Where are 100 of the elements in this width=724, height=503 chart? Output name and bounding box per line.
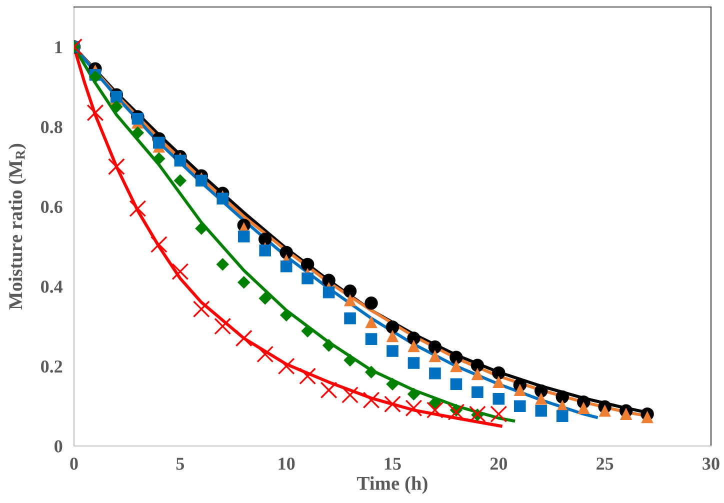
point [450,360,462,372]
x-tick-label: 10 [278,458,295,470]
point [492,393,505,405]
point [150,236,168,253]
y-tick-label: 0.4 [41,280,63,293]
point [235,330,252,347]
point [450,350,463,364]
x-tick-label: 25 [596,458,614,470]
point [386,378,399,390]
x-tick-label: 5 [176,458,184,470]
point [492,366,506,380]
point [408,357,420,369]
point [86,104,104,122]
point [407,388,420,400]
point [384,396,401,413]
point [195,222,208,235]
point [578,402,590,414]
point [448,404,465,421]
point [343,284,357,298]
point [490,406,508,423]
point [386,330,398,342]
point [364,296,378,310]
point [344,294,356,306]
point [534,384,548,398]
y-tick-label: 0.2 [41,360,62,373]
point [299,368,316,385]
point [429,367,441,380]
point [468,406,486,423]
x-tick-label: 30 [702,458,720,470]
point [514,400,526,412]
x-tick-label: 20 [490,458,508,470]
point [386,320,400,334]
point [192,300,210,318]
point [429,350,441,362]
y-axis-title: Moisture ratio (M$_{R}$) [8,144,26,310]
point [216,258,229,271]
point [405,400,422,417]
point [598,404,611,417]
point [172,263,189,280]
point [88,70,102,84]
y-tick-label: 0 [54,440,62,452]
point [214,318,232,335]
point [216,192,229,204]
point [174,174,186,187]
point [472,368,484,380]
point [556,410,568,422]
point [322,286,335,298]
point [641,411,654,424]
y-tick-label: 0.8 [41,120,62,134]
point [535,404,548,417]
point [131,126,144,139]
point [408,340,420,352]
point [195,174,208,187]
point [238,276,250,289]
point [344,312,356,324]
point [472,386,484,398]
x-tick-label: 15 [384,458,401,470]
point [259,244,272,256]
point [365,366,378,378]
point [344,354,356,366]
point [362,392,380,409]
point [407,332,420,345]
point [301,324,314,338]
point [426,402,444,419]
point [428,396,442,410]
point [492,376,505,388]
point [620,408,632,420]
point [174,154,186,167]
point [278,358,295,375]
y-tick-label: 1 [55,41,62,54]
point [322,274,336,287]
point [322,339,336,352]
y-tick-label: 0.6 [41,200,62,214]
point [320,382,338,399]
point [258,292,272,305]
point [514,384,526,396]
point [256,346,274,363]
point [280,260,292,272]
point [153,136,165,149]
point [302,272,314,284]
point [108,158,125,176]
point [132,112,144,125]
point [470,358,484,372]
point [110,100,123,114]
point [365,333,378,345]
point [428,340,442,354]
x-axis-title: Time (h) [357,476,428,494]
point [556,390,569,404]
point [535,393,548,405]
point [450,378,462,390]
point [280,246,293,260]
x-tick-label: 0 [70,458,78,470]
point [342,386,359,404]
point [365,316,378,328]
point [386,345,398,357]
point [152,152,166,165]
point [129,200,146,218]
point [258,232,272,246]
point [300,258,314,272]
point [238,230,250,242]
